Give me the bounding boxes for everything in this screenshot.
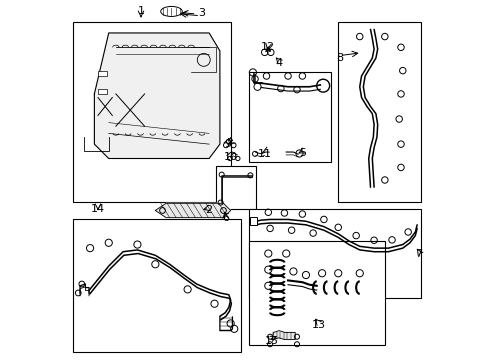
Polygon shape — [95, 33, 220, 158]
Bar — [98, 71, 107, 76]
Text: 6: 6 — [222, 213, 229, 222]
Bar — [248, 209, 421, 298]
Text: 15: 15 — [265, 336, 279, 346]
Polygon shape — [272, 330, 295, 339]
Text: 11: 11 — [258, 149, 272, 159]
Bar — [216, 166, 256, 209]
Text: 7: 7 — [416, 248, 422, 258]
Text: 14: 14 — [91, 204, 105, 214]
Text: 2: 2 — [206, 206, 213, 216]
Polygon shape — [155, 203, 231, 218]
Text: 13: 13 — [312, 320, 325, 330]
Text: 9: 9 — [224, 139, 231, 149]
Text: 10: 10 — [223, 152, 238, 162]
Text: 12: 12 — [261, 42, 275, 52]
Text: 1: 1 — [138, 6, 145, 17]
Bar — [248, 241, 385, 345]
Bar — [248, 72, 331, 162]
Bar — [73, 22, 231, 202]
Bar — [73, 220, 242, 352]
Text: 5: 5 — [299, 148, 306, 158]
Text: 4: 4 — [275, 58, 283, 68]
Bar — [98, 89, 107, 94]
Text: 8: 8 — [337, 53, 343, 63]
Bar — [338, 22, 421, 202]
Text: 3: 3 — [198, 8, 205, 18]
Bar — [250, 217, 257, 225]
